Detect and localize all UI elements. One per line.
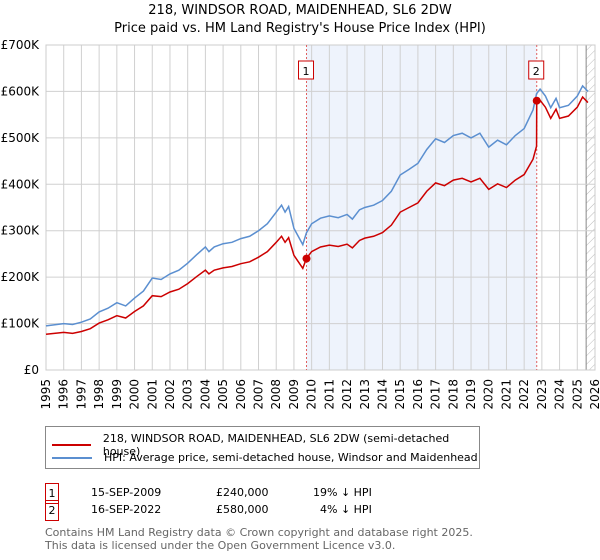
x-tick-label: 2011 xyxy=(322,379,336,410)
legend-blue-line xyxy=(52,456,92,459)
x-tick-label: 2010 xyxy=(305,379,319,410)
x-tick-label: 2012 xyxy=(340,379,354,410)
sale-point xyxy=(532,96,541,105)
transaction-price: £580,000 xyxy=(216,503,269,516)
x-tick-label: 2020 xyxy=(482,379,496,410)
x-tick-label: 2016 xyxy=(411,379,425,410)
footer: Contains HM Land Registry data © Crown c… xyxy=(45,526,473,552)
chart-title: 218, WINDSOR ROAD, MAIDENHEAD, SL6 2DW xyxy=(148,3,452,18)
transaction-date: 16-SEP-2022 xyxy=(91,503,162,516)
y-tick-label: £200K xyxy=(1,270,41,284)
x-tick-label: 2019 xyxy=(464,379,478,410)
x-tick-label: 2005 xyxy=(216,379,230,410)
x-tick-label: 1995 xyxy=(39,379,53,410)
legend-hpi: HPI: Average price, semi-detached house,… xyxy=(104,451,478,464)
sale-label: 2 xyxy=(533,65,540,78)
x-tick-label: 2013 xyxy=(358,379,372,410)
x-tick-label: 2001 xyxy=(145,379,159,410)
transaction-price: £240,000 xyxy=(216,486,269,499)
x-tick-label: 2009 xyxy=(287,379,301,410)
sale-label-box xyxy=(298,60,315,80)
transaction-row: 1 15-SEP-2009 £240,000 19% ↓ HPI xyxy=(45,483,445,504)
footer-line-2: This data is licensed under the Open Gov… xyxy=(45,539,396,552)
chart-subtitle: Price paid vs. HM Land Registry's House … xyxy=(114,21,486,36)
x-tick-label: 1998 xyxy=(92,379,106,410)
shaded-period xyxy=(306,45,537,370)
x-tick-label: 2000 xyxy=(128,379,142,410)
plot-frame xyxy=(45,44,596,371)
legend-red-line xyxy=(52,444,91,446)
x-tick-label: 2002 xyxy=(163,379,177,410)
transaction-date: 15-SEP-2009 xyxy=(91,486,162,499)
sale-point xyxy=(302,254,311,263)
y-tick-label: £700K xyxy=(1,38,41,52)
x-tick-label: 1999 xyxy=(110,379,124,410)
y-tick-label: £0 xyxy=(24,363,39,377)
x-tick-label: 2025 xyxy=(570,379,584,410)
x-tick-label: 2007 xyxy=(252,379,266,410)
x-tick-label: 2026 xyxy=(588,379,600,410)
x-tick-label: 2022 xyxy=(517,379,531,410)
y-tick-label: £500K xyxy=(1,131,41,145)
x-tick-label: 2003 xyxy=(181,379,195,410)
marker-badge: 1 xyxy=(45,483,59,504)
y-tick-label: £300K xyxy=(1,224,41,238)
x-tick-label: 1997 xyxy=(74,379,88,410)
legend-property: 218, WINDSOR ROAD, MAIDENHEAD, SL6 2DW (… xyxy=(102,432,450,458)
y-tick-label: £600K xyxy=(1,84,41,98)
x-tick-label: 1996 xyxy=(57,379,71,410)
x-tick-label: 2006 xyxy=(234,379,248,410)
marker-badge: 2 xyxy=(45,500,59,521)
y-tick-label: £400K xyxy=(1,177,41,191)
footer-line-1: Contains HM Land Registry data © Crown c… xyxy=(45,526,473,539)
price-chart: 1995 1996 1997 1998 1999 2000 2001 2002 2003 2004… xyxy=(1,38,600,410)
legend: 218, WINDSOR ROAD, MAIDENHEAD, SL6 2DW (… xyxy=(45,426,480,469)
x-tick-label: 2017 xyxy=(429,379,443,410)
transaction-hpi-diff: 4% ↓ HPI xyxy=(320,503,372,516)
x-tick-label: 2015 xyxy=(393,379,407,410)
x-tick-label: 2014 xyxy=(375,379,389,410)
x-tick-label: 2024 xyxy=(553,379,567,410)
x-tick-label: 2021 xyxy=(499,379,513,410)
sale-label: 1 xyxy=(303,65,310,78)
x-tick-label: 2023 xyxy=(535,379,549,410)
x-tick-label: 2008 xyxy=(269,379,283,410)
sale-label-box xyxy=(528,60,545,80)
forecast-hatch xyxy=(586,45,595,370)
x-tick-label: 2018 xyxy=(446,379,460,410)
hpi-line xyxy=(45,84,589,327)
transaction-row: 2 16-SEP-2022 £580,000 4% ↓ HPI xyxy=(45,500,445,521)
y-tick-label: £100K xyxy=(1,317,41,331)
transaction-hpi-diff: 19% ↓ HPI xyxy=(313,486,372,499)
x-tick-label: 2004 xyxy=(198,379,212,410)
property-price-line xyxy=(45,95,589,335)
